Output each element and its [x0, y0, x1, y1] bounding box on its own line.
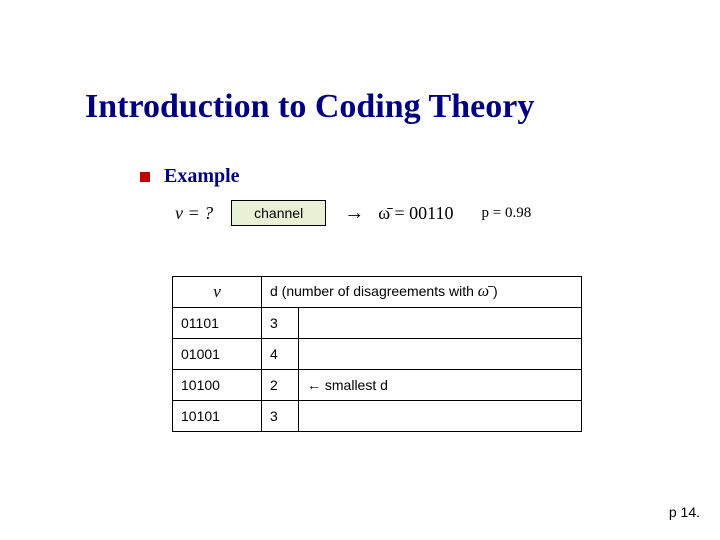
- table-header-d: d (number of disagreements with ω̄ ): [262, 277, 582, 308]
- bullet-row: Example: [140, 165, 240, 188]
- code-cell: 01101: [173, 308, 262, 339]
- note-cell: [299, 308, 582, 339]
- code-cell: 01001: [173, 339, 262, 370]
- bullet-text: Example: [164, 165, 240, 188]
- table-row: 01101 3: [173, 308, 582, 339]
- channel-row: ν = ? channel → ω̄ = 00110 p = 0.98: [175, 200, 531, 226]
- code-cell: 10100: [173, 370, 262, 401]
- note-cell: [299, 339, 582, 370]
- d-cell: 3: [262, 401, 299, 432]
- note-cell: [299, 401, 582, 432]
- table-row: 10101 3: [173, 401, 582, 432]
- omega-equation: ω̄ = 00110: [378, 203, 453, 224]
- nu-equation: ν = ?: [175, 203, 213, 224]
- d-cell: 2: [262, 370, 299, 401]
- table-header-row: ν d (number of disagreements with ω̄ ): [173, 277, 582, 308]
- bullet-square-icon: [140, 172, 150, 182]
- table-header-nu: ν: [173, 277, 262, 308]
- code-cell: 10101: [173, 401, 262, 432]
- note-cell: ← smallest d: [299, 370, 582, 401]
- channel-box: channel: [231, 200, 326, 226]
- table-row: 01001 4: [173, 339, 582, 370]
- p-equation: p = 0.98: [482, 205, 532, 222]
- page-number: p 14.: [669, 504, 700, 520]
- slide-title: Introduction to Coding Theory: [85, 88, 534, 126]
- arrow-right-icon: →: [344, 202, 364, 225]
- table-row: 10100 2 ← smallest d: [173, 370, 582, 401]
- d-cell: 4: [262, 339, 299, 370]
- header-d-prefix: d (number of disagreements with: [270, 283, 478, 299]
- header-d-suffix: ): [489, 283, 498, 299]
- disagreement-table: ν d (number of disagreements with ω̄ ) 0…: [172, 276, 582, 432]
- header-d-omega: ω̄: [478, 283, 489, 300]
- d-cell: 3: [262, 308, 299, 339]
- slide: Introduction to Coding Theory Example ν …: [0, 0, 720, 540]
- disagreement-table-wrap: ν d (number of disagreements with ω̄ ) 0…: [172, 276, 582, 432]
